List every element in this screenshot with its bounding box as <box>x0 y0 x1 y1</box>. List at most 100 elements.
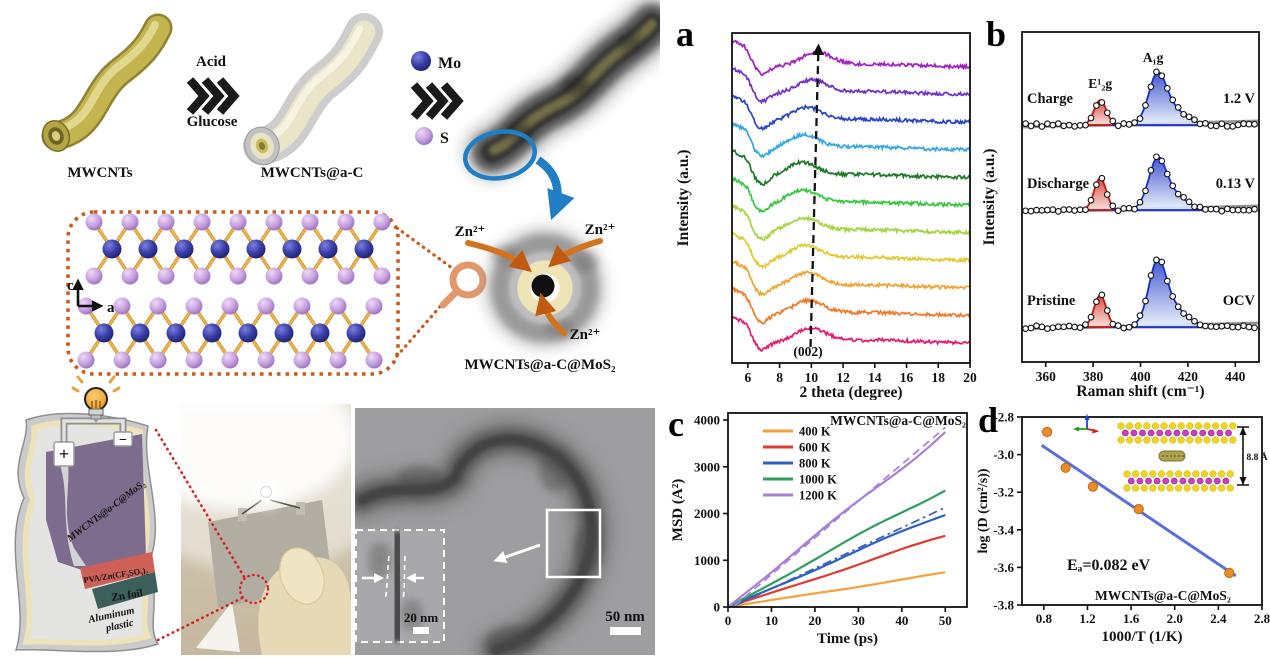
msd-axes: 0 10 20 30 40 50 0 1000 2000 3000 4000 <box>694 413 952 628</box>
msd-fit-1200k <box>733 426 946 607</box>
e2g-label: E¹₂g <box>1088 76 1112 91</box>
svg-text:0.8: 0.8 <box>1036 611 1053 626</box>
arrhenius-inset-structure: 8.8 Å <box>1073 414 1268 492</box>
s-atom-icon <box>415 127 433 145</box>
highlight-ellipse <box>463 129 537 181</box>
svg-text:10: 10 <box>765 613 778 628</box>
panel-d-arrhenius: 0.8 1.2 1.6 2.0 2.4 2.8 -2.8 -3.0 -3.2 -3.4 -3.6 -3… <box>975 400 1270 657</box>
reaction-arrow-mo-s-icon <box>410 82 464 120</box>
battery-tab-stripe <box>52 442 86 566</box>
msd-ylabel: MSD (A²) <box>670 479 686 541</box>
svg-text:3000: 3000 <box>694 459 720 474</box>
zn-ion-label-2: Zn²⁺ <box>585 222 616 238</box>
legend-label: 1000 K <box>799 473 837 487</box>
panel-c-msd: 0 10 20 30 40 50 0 1000 2000 3000 4000 400 K 600 K 80… <box>660 400 980 657</box>
axis-c-label: c <box>67 278 74 294</box>
msd-legend: 400 K 600 K 800 K 1000 K 1200 K <box>763 425 837 503</box>
tem-scale-bar <box>610 627 641 635</box>
activation-energy-label: Eₐ=0.082 eV <box>1067 557 1151 574</box>
photo-paper-corner <box>196 602 240 652</box>
raman-chart-svg: Charge 1.2 V Discharge 0.13 V Pristine OCV E¹₂… <box>981 31 1260 400</box>
mo-atom-icon <box>411 51 431 71</box>
legend-label: 800 K <box>799 457 831 471</box>
a1g-label: A₁g <box>1143 50 1164 65</box>
battery-layer-anode-label: Zn foil <box>111 587 144 604</box>
battery-layer-anode <box>92 572 158 609</box>
red-dotted-connectors <box>154 428 270 642</box>
panel-label-a: a <box>676 14 694 54</box>
svg-text:20: 20 <box>808 613 821 628</box>
tem-inset-scale-bar <box>413 627 429 634</box>
svg-text:0: 0 <box>714 600 721 615</box>
battery-schematic: MWCNTs@a-C@MoS₂ PVA/Zn(CF₃SO₃)₂ Zn foil … <box>14 375 160 653</box>
svg-text:16: 16 <box>900 370 914 385</box>
tem-roi-box <box>545 508 602 579</box>
svg-text:440: 440 <box>1225 369 1246 384</box>
raman-spectrum-discharge: Discharge 0.13 V <box>1021 153 1260 215</box>
svg-text:420: 420 <box>1178 369 1199 384</box>
mwcnts-tube <box>41 13 173 152</box>
xrd-curve-5 <box>732 176 970 214</box>
arrhenius-chart-svg: 0.8 1.2 1.6 2.0 2.4 2.8 -2.8 -3.0 -3.2 -3.4 -3.6 -3… <box>976 410 1270 646</box>
minus-terminal <box>113 431 133 447</box>
raman-voltage-label: 0.13 V <box>1216 176 1256 192</box>
xrd-curves <box>732 39 970 353</box>
xrd-curve-8 <box>732 94 970 132</box>
svg-text:6: 6 <box>744 370 751 385</box>
svg-text:-3.2: -3.2 <box>993 485 1014 500</box>
svg-text:50: 50 <box>939 613 952 628</box>
raman-state-name: Charge <box>1027 91 1073 107</box>
plus-terminal <box>53 441 75 467</box>
xrd-xlabel: 2 theta (degree) <box>799 384 902 400</box>
panel-label-b: b <box>986 14 1007 54</box>
red-dotted-circle <box>238 573 270 605</box>
crystal-axes: c a <box>67 278 115 316</box>
photo-led <box>260 486 272 498</box>
panel-label-c: c <box>668 404 684 444</box>
reaction-arrow-acid-glucose-icon <box>186 77 240 115</box>
glucose-label: Glucose <box>187 114 238 130</box>
battery-layer-electrolyte <box>80 552 155 589</box>
axis-a-label: a <box>107 300 115 316</box>
arrhenius-ylabel: log (D (cm²/s)) <box>976 468 991 553</box>
data-point <box>1060 462 1071 473</box>
svg-text:20: 20 <box>963 370 977 385</box>
panel-b-raman: Charge 1.2 V Discharge 0.13 V Pristine OCV E¹₂… <box>980 0 1270 405</box>
raman-ylabel: Intensity (a.u.) <box>981 149 998 246</box>
arrhenius-sample-label: MWCNTs@a-C@MoS₂ <box>1095 588 1231 603</box>
msd-plot-frame <box>727 412 968 608</box>
raman-state-name: Discharge <box>1027 176 1090 192</box>
cross-section-arrow <box>535 156 575 221</box>
svg-text:4000: 4000 <box>694 413 720 428</box>
data-point <box>1133 504 1144 515</box>
magnifier-connector-bottom <box>395 292 453 358</box>
crystal-structure-box <box>66 210 400 376</box>
tem-inset-scale-label: 20 nm <box>404 610 438 625</box>
interlayer-spacing-label: 8.8 Å <box>1246 451 1267 463</box>
mwcnts-ac-label: MWCNTs@a-C <box>261 165 364 181</box>
battery-wire-highlight <box>62 419 125 442</box>
tem-scale-label: 50 nm <box>605 609 645 625</box>
mwcnts-label: MWCNTs <box>67 165 132 181</box>
svg-text:380: 380 <box>1083 369 1104 384</box>
svg-text:2000: 2000 <box>694 506 720 521</box>
arrhenius-axes: 0.8 1.2 1.6 2.0 2.4 2.8 -2.8 -3.0 -3.2 -3.4 -3.6 -3… <box>993 410 1270 627</box>
tem-roi-arrow <box>493 543 541 564</box>
xrd-x-axis: 6 8 10 12 14 16 18 20 <box>744 363 977 385</box>
svg-text:-3.0: -3.0 <box>993 447 1014 462</box>
raman-spectrum-pristine: Pristine OCV <box>1021 256 1260 332</box>
svg-text:2.0: 2.0 <box>1167 611 1183 626</box>
msd-line-600k <box>727 534 946 609</box>
svg-text:-2.8: -2.8 <box>993 410 1014 425</box>
svg-text:-3.8: -3.8 <box>993 598 1014 613</box>
msd-line-800k <box>727 513 946 609</box>
svg-text:30: 30 <box>852 613 865 628</box>
raman-xlabel: Raman shift (cm⁻¹) <box>1076 383 1204 400</box>
minus-terminal-label: − <box>119 433 127 448</box>
mo-label: Mo <box>438 55 461 72</box>
xrd-curve-7 <box>732 121 970 159</box>
legend-label: 400 K <box>799 425 831 439</box>
light-bulb-icon <box>71 375 121 423</box>
legend-label: 1200 K <box>799 489 837 503</box>
